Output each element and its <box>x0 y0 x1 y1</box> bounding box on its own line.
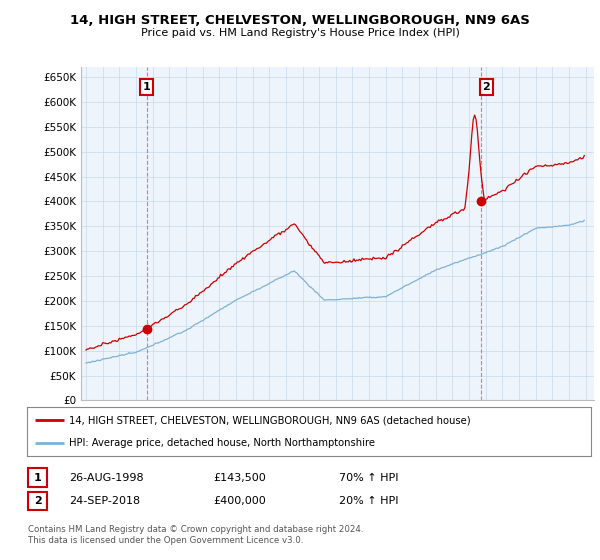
Text: 70% ↑ HPI: 70% ↑ HPI <box>339 473 398 483</box>
Text: 14, HIGH STREET, CHELVESTON, WELLINGBOROUGH, NN9 6AS: 14, HIGH STREET, CHELVESTON, WELLINGBORO… <box>70 14 530 27</box>
Text: HPI: Average price, detached house, North Northamptonshire: HPI: Average price, detached house, Nort… <box>70 438 376 448</box>
Text: £400,000: £400,000 <box>213 496 266 506</box>
Text: Price paid vs. HM Land Registry's House Price Index (HPI): Price paid vs. HM Land Registry's House … <box>140 28 460 38</box>
Text: £143,500: £143,500 <box>213 473 266 483</box>
Text: 24-SEP-2018: 24-SEP-2018 <box>69 496 140 506</box>
Text: 2: 2 <box>34 496 41 506</box>
Text: 26-AUG-1998: 26-AUG-1998 <box>69 473 143 483</box>
Text: 1: 1 <box>143 82 151 92</box>
Text: 20% ↑ HPI: 20% ↑ HPI <box>339 496 398 506</box>
Text: Contains HM Land Registry data © Crown copyright and database right 2024.
This d: Contains HM Land Registry data © Crown c… <box>28 525 364 545</box>
Text: 2: 2 <box>482 82 490 92</box>
Text: 1: 1 <box>34 473 41 483</box>
Text: 14, HIGH STREET, CHELVESTON, WELLINGBOROUGH, NN9 6AS (detached house): 14, HIGH STREET, CHELVESTON, WELLINGBORO… <box>70 416 471 426</box>
